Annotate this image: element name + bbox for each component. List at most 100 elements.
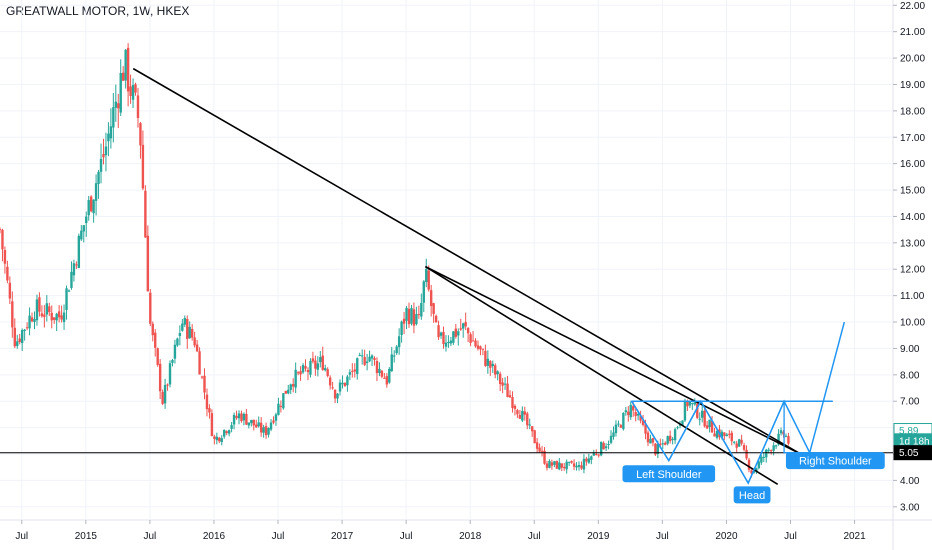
candle-body bbox=[757, 461, 761, 469]
candle-body bbox=[6, 266, 9, 281]
candle-body bbox=[784, 435, 788, 437]
candle-body bbox=[489, 361, 492, 368]
candle-body bbox=[481, 348, 485, 350]
candle-body bbox=[641, 420, 645, 425]
candle-body bbox=[18, 338, 21, 343]
candle-body bbox=[693, 402, 697, 405]
candle-body bbox=[250, 419, 253, 424]
candle-body bbox=[126, 47, 130, 92]
x-tick-label: 2021 bbox=[843, 531, 866, 542]
candle-body bbox=[410, 308, 413, 324]
candle-body bbox=[779, 430, 783, 434]
annotation-label: Right Shoulder bbox=[799, 456, 872, 468]
candle-body bbox=[471, 340, 475, 342]
candle-body bbox=[309, 360, 312, 375]
trendline bbox=[132, 67, 802, 455]
candles bbox=[0, 43, 790, 478]
candle-body bbox=[397, 336, 401, 348]
candle-body bbox=[272, 420, 275, 423]
candle-body bbox=[360, 355, 364, 357]
candle-body bbox=[599, 441, 603, 456]
x-tick-label: 2019 bbox=[587, 531, 610, 542]
candle-body bbox=[385, 376, 389, 385]
candle-body bbox=[462, 323, 465, 329]
candle-body bbox=[161, 391, 164, 404]
candle-body bbox=[415, 314, 418, 325]
candle-body bbox=[570, 461, 573, 463]
candle-body bbox=[242, 413, 246, 421]
candle-body bbox=[518, 414, 522, 419]
candle-body bbox=[72, 263, 76, 276]
candle-body bbox=[767, 449, 770, 451]
candle-body bbox=[452, 331, 455, 343]
candle-body bbox=[400, 321, 403, 336]
candle-body bbox=[188, 326, 191, 339]
y-tick-label: 18.00 bbox=[900, 106, 925, 117]
candle-body bbox=[119, 72, 122, 113]
candle-body bbox=[277, 403, 280, 415]
candle-body bbox=[296, 372, 300, 374]
chart-title: GREATWALL MOTOR, 1W, HKEX bbox=[6, 4, 190, 18]
candle-body bbox=[698, 418, 701, 420]
candle-body bbox=[750, 470, 753, 474]
candle-body bbox=[407, 308, 411, 325]
candle-body bbox=[348, 372, 352, 375]
candle-body bbox=[787, 436, 790, 444]
candle-body bbox=[503, 383, 507, 385]
candle-body bbox=[333, 389, 337, 399]
candle-body bbox=[97, 171, 100, 184]
candle-body bbox=[77, 235, 81, 269]
candle-body bbox=[772, 445, 775, 451]
candle-body bbox=[262, 427, 265, 433]
candle-body bbox=[82, 225, 85, 232]
y-tick-label: 14.00 bbox=[900, 212, 925, 223]
candle-body bbox=[656, 444, 660, 455]
candle-body bbox=[777, 433, 780, 445]
x-tick-label: Jul bbox=[656, 531, 669, 542]
candle-body bbox=[769, 450, 773, 452]
candle-body bbox=[45, 303, 49, 315]
candle-body bbox=[0, 229, 2, 231]
candle-body bbox=[208, 408, 211, 413]
candle-body bbox=[291, 384, 295, 387]
candle-body bbox=[691, 403, 694, 405]
candle-body bbox=[521, 410, 524, 421]
x-tick-label: Jul bbox=[144, 531, 157, 542]
candle-body bbox=[590, 456, 593, 460]
candle-body bbox=[380, 370, 384, 377]
candle-body bbox=[533, 430, 536, 444]
candle-body bbox=[321, 355, 324, 370]
candle-body bbox=[215, 436, 219, 441]
annotation-label: Head bbox=[739, 490, 765, 502]
candle-body bbox=[388, 368, 391, 383]
candle-body bbox=[252, 419, 255, 426]
candle-body bbox=[131, 85, 135, 100]
candle-body bbox=[338, 382, 342, 392]
candle-body bbox=[65, 288, 68, 310]
candle-body bbox=[417, 314, 421, 316]
y-tick-label: 17.00 bbox=[900, 133, 925, 144]
candle-body bbox=[728, 433, 731, 435]
candle-body bbox=[23, 329, 26, 331]
candle-body bbox=[575, 465, 578, 468]
candle-body bbox=[171, 359, 174, 363]
candle-body bbox=[659, 443, 662, 445]
candle-body bbox=[577, 465, 581, 467]
candle-body bbox=[555, 460, 559, 469]
x-tick-label: 2020 bbox=[715, 531, 738, 542]
candle-body bbox=[595, 453, 598, 455]
candle-body bbox=[306, 369, 310, 373]
candle-body bbox=[745, 449, 748, 459]
candle-body bbox=[328, 377, 332, 386]
candle-body bbox=[602, 443, 605, 450]
candle-body bbox=[89, 196, 93, 212]
candle-body bbox=[99, 158, 103, 172]
candle-body bbox=[572, 463, 576, 467]
candle-body bbox=[545, 463, 549, 468]
candle-body bbox=[686, 401, 689, 407]
price-tag-label: 1d 18h bbox=[899, 436, 930, 447]
y-tick-label: 13.00 bbox=[900, 238, 925, 249]
candle-body bbox=[696, 403, 699, 418]
